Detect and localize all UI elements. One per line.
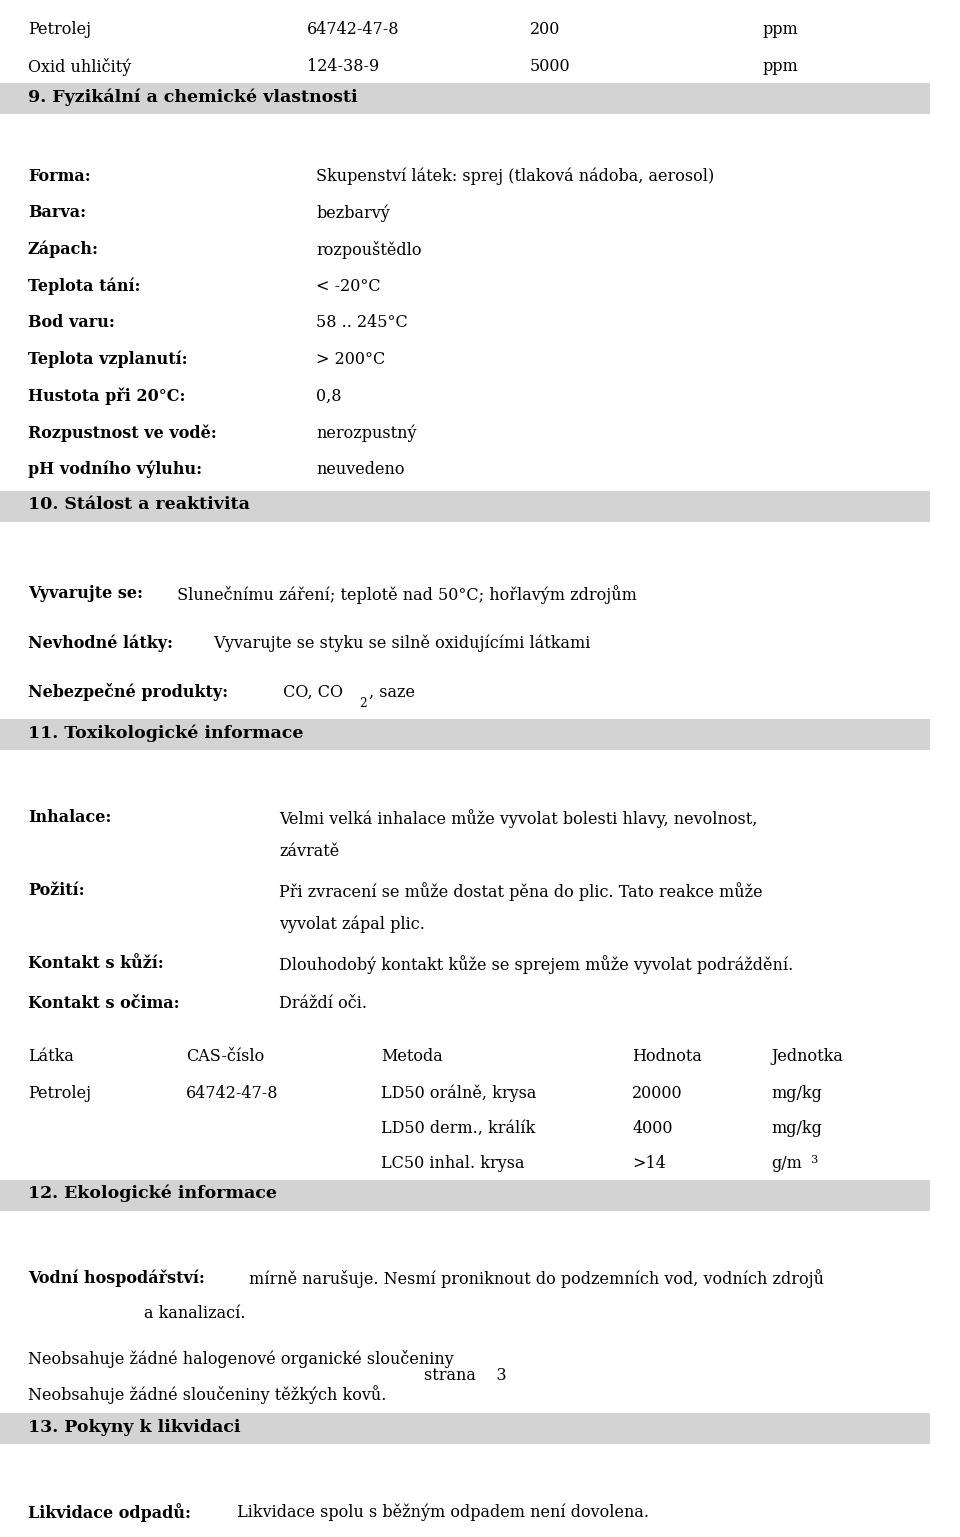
FancyBboxPatch shape: [0, 490, 930, 521]
Text: 124-38-9: 124-38-9: [307, 58, 379, 75]
Text: Skupenství látek: sprej (tlaková nádoba, aerosol): Skupenství látek: sprej (tlaková nádoba,…: [316, 168, 714, 184]
Text: < -20°C: < -20°C: [316, 278, 381, 295]
Text: Vyvarujte se styku se silně oxidujícími látkami: Vyvarujte se styku se silně oxidujícími …: [209, 635, 590, 652]
Text: Barva:: Barva:: [28, 204, 86, 221]
Text: závratě: závratě: [279, 842, 339, 859]
Text: Bod varu:: Bod varu:: [28, 314, 115, 330]
Text: Nebezpečné produkty:: Nebezpečné produkty:: [28, 684, 228, 701]
Text: Forma:: Forma:: [28, 168, 90, 184]
Text: Hustota při 20°C:: Hustota při 20°C:: [28, 387, 185, 404]
FancyBboxPatch shape: [0, 83, 930, 114]
Text: Inhalace:: Inhalace:: [28, 808, 111, 825]
Text: g/m: g/m: [772, 1156, 803, 1173]
Text: pH vodního výluhu:: pH vodního výluhu:: [28, 461, 202, 478]
Text: , saze: , saze: [369, 684, 415, 701]
Text: LD50 derm., králík: LD50 derm., králík: [381, 1120, 536, 1137]
Text: 58 .. 245°C: 58 .. 245°C: [316, 314, 408, 330]
Text: bezbarvý: bezbarvý: [316, 204, 390, 221]
Text: neuvedeno: neuvedeno: [316, 461, 404, 478]
Text: Kontakt s kůží:: Kontakt s kůží:: [28, 956, 163, 973]
Text: 5000: 5000: [530, 58, 570, 75]
Text: LC50 inhal. krysa: LC50 inhal. krysa: [381, 1156, 525, 1173]
Text: LD50 orálně, krysa: LD50 orálně, krysa: [381, 1085, 537, 1102]
Text: Neobsahuje žádné sloučeniny těžkých kovů.: Neobsahuje žádné sloučeniny těžkých kovů…: [28, 1385, 386, 1403]
Text: Petrolej: Petrolej: [28, 1085, 91, 1102]
Text: >14: >14: [633, 1156, 666, 1173]
Text: 11. Toxikologické informace: 11. Toxikologické informace: [28, 724, 303, 741]
Text: Hodnota: Hodnota: [633, 1048, 702, 1065]
Text: Látka: Látka: [28, 1048, 74, 1065]
Text: vyvolat zápal plic.: vyvolat zápal plic.: [279, 916, 425, 933]
Text: Teplota tání:: Teplota tání:: [28, 278, 140, 295]
Text: 9. Fyzikální a chemické vlastnosti: 9. Fyzikální a chemické vlastnosti: [28, 89, 357, 106]
Text: nerozpustný: nerozpustný: [316, 424, 417, 441]
Text: 3: 3: [810, 1156, 818, 1165]
Text: a kanalizací.: a kanalizací.: [144, 1305, 246, 1322]
Text: mírně narušuje. Nesmí proniknout do podzemních vod, vodních zdrojů: mírně narušuje. Nesmí proniknout do podz…: [249, 1270, 824, 1288]
Text: Likvidace odpadů:: Likvidace odpadů:: [28, 1503, 191, 1522]
Text: Požití:: Požití:: [28, 882, 84, 899]
Text: ppm: ppm: [762, 22, 798, 38]
Text: 2: 2: [359, 698, 367, 710]
Text: Teplota vzplanutí:: Teplota vzplanutí:: [28, 350, 187, 369]
Text: Slunečnímu záření; teplotě nad 50°C; hořlavým zdrojům: Slunečnímu záření; teplotě nad 50°C; hoř…: [172, 584, 636, 604]
FancyBboxPatch shape: [0, 719, 930, 750]
Text: rozpouštědlo: rozpouštědlo: [316, 241, 421, 258]
Text: CAS-číslo: CAS-číslo: [186, 1048, 264, 1065]
Text: mg/kg: mg/kg: [772, 1085, 823, 1102]
Text: mg/kg: mg/kg: [772, 1120, 823, 1137]
Text: 4000: 4000: [633, 1120, 673, 1137]
Text: 200: 200: [530, 22, 561, 38]
Text: Petrolej: Petrolej: [28, 22, 91, 38]
Text: strana    3: strana 3: [423, 1366, 506, 1383]
FancyBboxPatch shape: [0, 1414, 930, 1445]
Text: 13. Pokyny k likvidaci: 13. Pokyny k likvidaci: [28, 1419, 240, 1436]
Text: Oxid uhličitý: Oxid uhličitý: [28, 58, 132, 75]
Text: ppm: ppm: [762, 58, 798, 75]
Text: Likvidace spolu s běžným odpadem není dovolena.: Likvidace spolu s běžným odpadem není do…: [231, 1503, 649, 1520]
Text: Nevhodné látky:: Nevhodné látky:: [28, 635, 173, 652]
Text: 12. Ekologické informace: 12. Ekologické informace: [28, 1185, 276, 1202]
Text: 10. Stálost a reaktivita: 10. Stálost a reaktivita: [28, 496, 250, 513]
Text: Kontakt s očima:: Kontakt s očima:: [28, 994, 180, 1011]
Text: Při zvracení se může dostat pěna do plic. Tato reakce může: Při zvracení se může dostat pěna do plic…: [279, 882, 762, 901]
Text: Neobsahuje žádné halogenové organické sloučeniny: Neobsahuje žádné halogenové organické sl…: [28, 1349, 454, 1368]
Text: Vodní hospodářství:: Vodní hospodářství:: [28, 1270, 204, 1286]
Text: Vyvarujte se:: Vyvarujte se:: [28, 584, 143, 601]
Text: Dráždí oči.: Dráždí oči.: [279, 994, 367, 1011]
Text: Rozpustnost ve vodě:: Rozpustnost ve vodě:: [28, 424, 217, 441]
Text: 0,8: 0,8: [316, 387, 342, 404]
Text: > 200°C: > 200°C: [316, 350, 385, 367]
Text: Dlouhodobý kontakt kůže se sprejem může vyvolat podráždění.: Dlouhodobý kontakt kůže se sprejem může …: [279, 956, 793, 974]
Text: Velmi velká inhalace může vyvolat bolesti hlavy, nevolnost,: Velmi velká inhalace může vyvolat bolest…: [279, 808, 757, 827]
FancyBboxPatch shape: [0, 1179, 930, 1211]
Text: Jednotka: Jednotka: [772, 1048, 844, 1065]
Text: CO, CO: CO, CO: [278, 684, 343, 701]
Text: Metoda: Metoda: [381, 1048, 443, 1065]
Text: 64742-47-8: 64742-47-8: [307, 22, 399, 38]
Text: 64742-47-8: 64742-47-8: [186, 1085, 278, 1102]
Text: Zápach:: Zápach:: [28, 241, 99, 258]
Text: 20000: 20000: [633, 1085, 683, 1102]
